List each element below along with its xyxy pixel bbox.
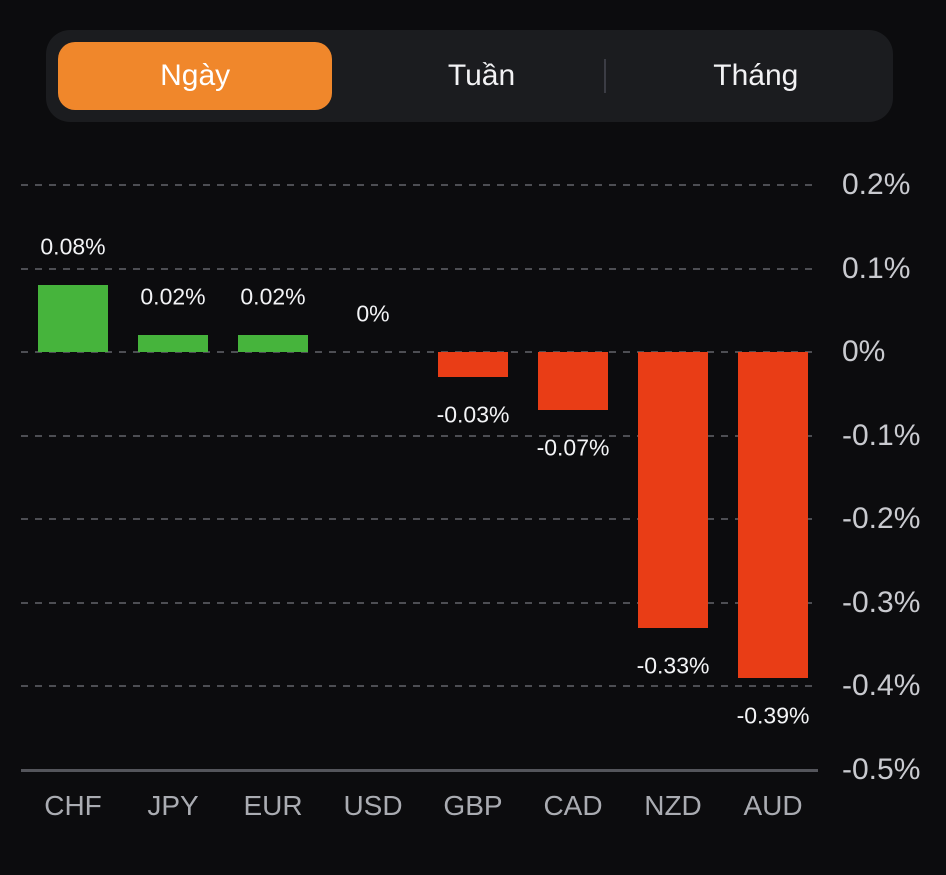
bar-value-label-CAD: -0.07% [536,434,610,461]
bar-value-label-AUD: -0.39% [736,702,810,729]
bar-value-label-CHF: 0.08% [40,233,106,260]
x-axis-tick-label-JPY: JPY [147,790,199,821]
bar-NZD [638,352,708,628]
y-axis-tick-label: -0.3% [842,586,921,619]
bar-CAD [538,352,608,410]
bar-EUR [238,335,308,352]
bar-GBP [438,352,508,377]
bar-AUD [738,352,808,678]
y-axis-tick-label: -0.5% [842,753,921,786]
x-axis-tick-label-EUR: EUR [243,790,303,821]
gridline-0.2% [21,184,818,186]
bar-value-label-NZD: -0.33% [636,652,710,679]
gridline--0.1% [21,435,818,437]
tab-day[interactable]: Ngày [58,42,333,110]
y-axis-tick-label: -0.4% [842,669,921,702]
x-axis-tick-label-CHF: CHF [44,790,102,821]
tab-month[interactable]: Tháng [619,30,893,122]
bar-value-label-JPY: 0.02% [140,283,206,310]
y-axis-tick-label: 0% [842,335,886,368]
bar-CHF [38,285,108,352]
x-axis-tick-label-CAD: CAD [543,790,603,821]
y-axis-tick-label: 0.2% [842,168,911,201]
bar-value-label-GBP: -0.03% [436,401,510,428]
period-tabbar: Ngày Tuần Tháng [46,30,893,122]
y-axis-tick-label: -0.2% [842,502,921,535]
gridline-0.1% [21,268,818,270]
gridline-0% [21,351,818,353]
gridline--0.5% [21,769,818,772]
tab-divider [604,59,606,93]
bar-value-label-USD: 0% [356,300,390,327]
x-axis-tick-label-USD: USD [343,790,403,821]
bar-value-label-EUR: 0.02% [240,283,306,310]
x-axis-tick-label-NZD: NZD [644,790,702,821]
bar-JPY [138,335,208,352]
y-axis-tick-label: 0.1% [842,252,911,285]
x-axis-tick-label-GBP: GBP [443,790,503,821]
x-axis-tick-label-AUD: AUD [743,790,803,821]
gridline--0.4% [21,685,818,687]
gridline--0.2% [21,518,818,520]
y-axis-tick-label: -0.1% [842,419,921,452]
gridline--0.3% [21,602,818,604]
tab-week[interactable]: Tuần [344,30,618,122]
